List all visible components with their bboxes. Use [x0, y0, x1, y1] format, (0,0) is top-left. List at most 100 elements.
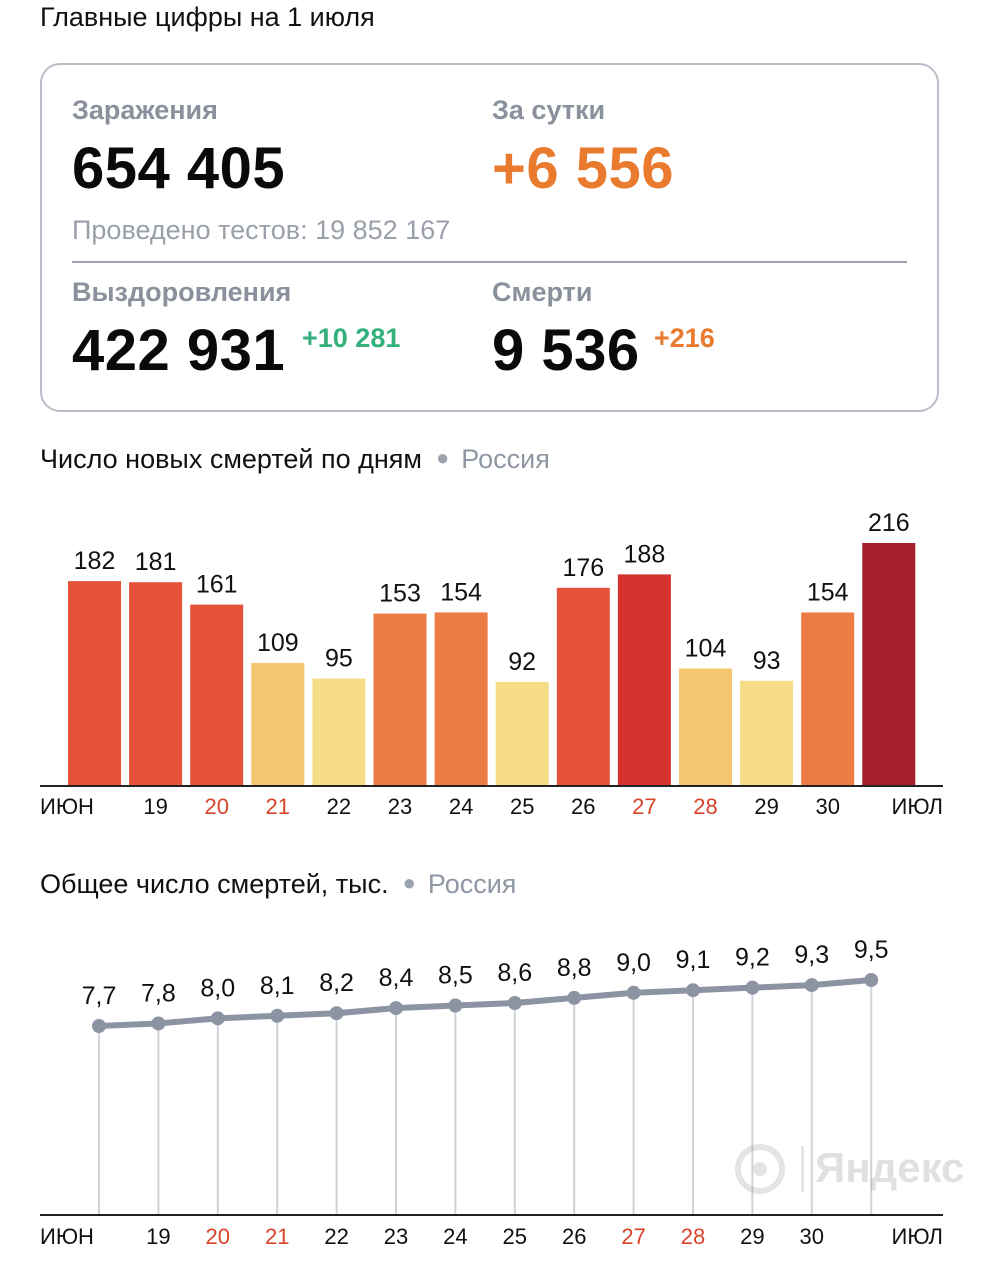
watermark-separator [801, 1146, 804, 1192]
data-point [270, 1008, 285, 1023]
bar-value-label: 188 [624, 540, 666, 568]
page-title: Главные цифры на 1 июля [40, 2, 375, 32]
total-deaths-line [98, 977, 872, 1029]
daily-deaths-title: Число новых смертей по дням ● Россия [40, 444, 550, 475]
x-tick-label: ИЮН [40, 1224, 94, 1249]
bar [617, 574, 671, 785]
point-value-label: 9,5 [854, 936, 889, 964]
infections-label: Заражения [72, 95, 218, 125]
x-tick-label: ИЮЛ [892, 794, 944, 819]
bar [801, 612, 855, 785]
summary-card: Заражения 654 405 За сутки +6 556 Провед… [40, 63, 939, 412]
point-value-label: 8,2 [319, 969, 354, 997]
bar [862, 543, 916, 785]
deaths-value: 9 536 [492, 318, 640, 383]
data-point [507, 996, 522, 1010]
watermark-text: Яндекс [815, 1144, 965, 1191]
point-value-label: 9,0 [616, 949, 651, 977]
point-value-label: 7,7 [82, 982, 117, 1010]
point-value-label: 8,4 [379, 964, 414, 992]
daily-deaths-title-text: Число новых смертей по дням [40, 444, 422, 474]
x-tick-label: 24 [449, 794, 473, 819]
x-tick-label: 24 [443, 1224, 467, 1249]
bar [190, 604, 244, 785]
data-point [567, 990, 582, 1005]
daily-deaths-chart: 182 181 161 109 95 153 154 92 176 188 104 93 154 216 И… [40, 509, 944, 819]
point-value-label: 8,1 [260, 972, 295, 1000]
point-value-label: 8,0 [200, 974, 235, 1002]
x-tick-label: 19 [146, 1224, 170, 1249]
recoveries-delta: +10 281 [302, 323, 401, 353]
x-tick-label: 29 [740, 1224, 764, 1249]
daily-value: +6 556 [492, 136, 675, 201]
bar-value-label: 181 [135, 548, 177, 576]
tests-count: Проведено тестов: 19 852 167 [72, 215, 451, 245]
bar [556, 587, 610, 785]
x-tick-label: ИЮН [40, 794, 94, 819]
total-deaths-region: Россия [427, 869, 517, 899]
yandex-watermark: Яндекс [735, 1140, 964, 1200]
bar [373, 613, 427, 785]
bar-value-label: 109 [257, 629, 299, 657]
bar-value-label: 153 [379, 580, 421, 608]
bar [129, 582, 183, 785]
data-point [686, 983, 700, 998]
card-divider [72, 261, 907, 263]
x-tick-label: 26 [571, 794, 595, 819]
daily-label: За сутки [492, 95, 606, 125]
bar [434, 612, 488, 785]
point-value-label: 8,6 [497, 959, 532, 987]
x-tick-label: 27 [632, 794, 656, 819]
total-deaths-title: Общее число смертей, тыс. ● Россия [40, 869, 516, 900]
bar-value-label: 176 [562, 554, 604, 582]
x-tick-label: 26 [562, 1224, 586, 1249]
data-point [210, 1011, 225, 1026]
data-point [804, 978, 819, 993]
point-value-label: 8,8 [557, 954, 592, 982]
x-tick-label: 28 [681, 1224, 705, 1249]
bar-value-label: 93 [753, 647, 781, 675]
total-deaths-title-text: Общее число смертей, тыс. [40, 869, 389, 899]
data-point [151, 1016, 166, 1031]
bar [740, 680, 794, 785]
data-point [448, 998, 463, 1013]
bar [68, 581, 121, 785]
data-point [626, 985, 641, 1000]
bar-value-label: 161 [196, 571, 238, 599]
x-tick-label: 25 [503, 1224, 527, 1249]
x-tick-label: 21 [266, 794, 290, 819]
bar [312, 678, 366, 785]
x-tick-label: 30 [815, 794, 839, 819]
bar-value-label: 104 [685, 634, 727, 662]
x-tick-label: 21 [265, 1224, 289, 1249]
point-value-label: 7,8 [141, 979, 176, 1007]
deaths-delta: +216 [654, 323, 715, 353]
data-point [864, 973, 879, 987]
recoveries-label: Выздоровления [72, 277, 292, 307]
x-tick-label: ИЮЛ [892, 1224, 944, 1249]
x-tick-label: 22 [324, 1224, 348, 1249]
x-tick-label: 22 [327, 794, 351, 819]
bar-value-label: 154 [440, 578, 482, 606]
point-value-label: 9,2 [735, 944, 770, 972]
bar-value-label: 216 [868, 509, 910, 537]
x-tick-label: 23 [388, 794, 412, 819]
x-tick-label: 20 [204, 794, 228, 819]
deaths-label: Смерти [492, 277, 593, 307]
x-tick-label: 19 [143, 794, 167, 819]
data-point [389, 1001, 403, 1016]
point-value-label: 8,5 [438, 962, 473, 990]
x-tick-label: 23 [384, 1224, 408, 1249]
x-tick-label: 25 [510, 794, 534, 819]
separator-dot: ● [435, 445, 450, 470]
x-tick-label: 20 [206, 1224, 230, 1249]
bar [679, 668, 732, 785]
bar-value-label: 95 [325, 645, 353, 673]
x-tick-label: 29 [754, 794, 778, 819]
total-deaths-chart: 7,7 7,8 8,0 8,1 8,2 8,4 8,5 8,6 8,8 9,0 9,1 9,2 9,3 9… [40, 936, 944, 1249]
yandex-logo-icon [735, 1144, 785, 1194]
point-value-label: 9,1 [676, 946, 711, 974]
x-tick-label: 30 [800, 1224, 824, 1249]
x-tick-label: 27 [621, 1224, 645, 1249]
data-point [92, 1019, 106, 1033]
